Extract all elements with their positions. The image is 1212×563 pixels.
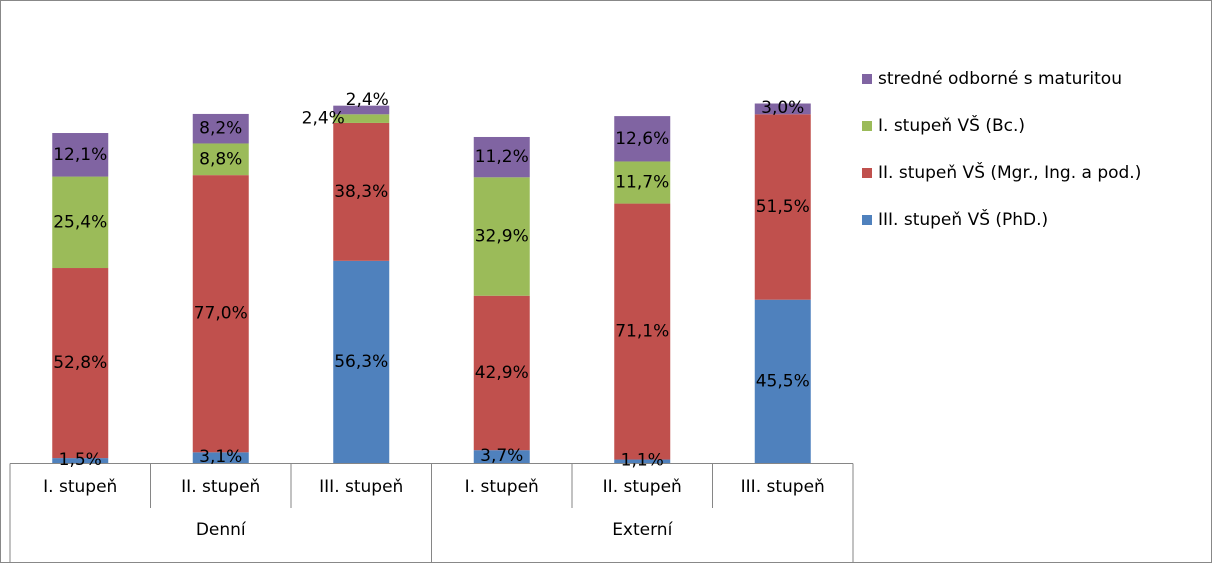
- data-label-stredne-odborne-s-maturitou-6: 3,0%: [761, 98, 804, 118]
- bar-i-stupen-vs-bc-1: [52, 176, 109, 269]
- bars-layer: [52, 103, 811, 464]
- bar-i-stupen-vs-bc-3: [333, 114, 390, 123]
- bar-iii-stupen-vs-phd-4: [473, 450, 530, 464]
- bar-iii-stupen-vs-phd-1: [52, 458, 109, 464]
- legend-label-ii-stupen-vs-mgr-ing-a-pod: II. stupeň VŠ (Mgr., Ing. a pod.): [878, 161, 1141, 183]
- data-label-ii-stupen-vs-mgr-ing-a-pod-4: 42,9%: [475, 363, 529, 383]
- bar-iii-stupen-vs-phd-3: [333, 260, 390, 464]
- bar-ii-stupen-vs-mgr-ing-a-pod-1: [52, 268, 109, 459]
- data-label-stredne-odborne-s-maturitou-3: 2,4%: [346, 90, 389, 110]
- data-label-ii-stupen-vs-mgr-ing-a-pod-2: 77,0%: [194, 304, 248, 324]
- category-label-5: II. stupeň: [603, 477, 682, 497]
- bar-iii-stupen-vs-phd-5: [614, 459, 671, 464]
- category-label-1: I. stupeň: [43, 477, 117, 497]
- category-label-4: I. stupeň: [465, 477, 539, 497]
- data-label-i-stupen-vs-bc-4: 32,9%: [475, 227, 529, 247]
- category-label-2: II. stupeň: [181, 477, 260, 497]
- data-label-ii-stupen-vs-mgr-ing-a-pod-5: 71,1%: [615, 322, 669, 342]
- bar-i-stupen-vs-bc-2: [192, 143, 249, 176]
- bar-ii-stupen-vs-mgr-ing-a-pod-3: [333, 122, 390, 261]
- bar-ii-stupen-vs-mgr-ing-a-pod-6: [754, 114, 811, 300]
- data-label-ii-stupen-vs-mgr-ing-a-pod-3: 38,3%: [334, 182, 388, 202]
- data-label-iii-stupen-vs-phd-1: 1,5%: [59, 450, 102, 470]
- legend-label-iii-stupen-vs-phd: III. stupeň VŠ (PhD.): [878, 208, 1048, 230]
- category-label-6: III. stupeň: [741, 477, 825, 497]
- data-labels-layer: 1,5% 52,8% 25,4% 12,1% 3,1% 77,0% 8,8% 8,2% 56,3…: [53, 90, 810, 471]
- data-label-stredne-odborne-s-maturitou-4: 11,2%: [475, 147, 529, 167]
- bar-stredne-odborne-s-maturitou-3: [333, 105, 390, 115]
- data-label-i-stupen-vs-bc-2: 8,8%: [199, 149, 242, 169]
- bar-stredne-odborne-s-maturitou-5: [614, 116, 671, 162]
- bar-ii-stupen-vs-mgr-ing-a-pod-4: [473, 295, 530, 451]
- bar-i-stupen-vs-bc-4: [473, 177, 530, 296]
- category-axis: I. stupeň II. stupeň III. stupeň I. stupeň I…: [9, 463, 854, 563]
- legend-swatch-stredne-odborne-s-maturitou: [862, 74, 872, 84]
- legend-label-i-stupen-vs-bc: I. stupeň VŠ (Bc.): [878, 114, 1025, 136]
- legend: stredné odborné s maturitou I. stupeň VŠ …: [862, 69, 1141, 230]
- bar-i-stupen-vs-bc-5: [614, 161, 671, 204]
- bar-stredne-odborne-s-maturitou-6: [754, 103, 811, 115]
- legend-label-stredne-odborne-s-maturitou: stredné odborné s maturitou: [878, 69, 1122, 89]
- bar-stredne-odborne-s-maturitou-2: [192, 113, 249, 144]
- data-label-i-stupen-vs-bc-1: 25,4%: [53, 212, 107, 232]
- data-label-stredne-odborne-s-maturitou-1: 12,1%: [53, 145, 107, 165]
- bar-ii-stupen-vs-mgr-ing-a-pod-5: [614, 203, 671, 460]
- data-label-i-stupen-vs-bc-5: 11,7%: [615, 173, 669, 193]
- bar-iii-stupen-vs-phd-2: [192, 452, 249, 464]
- legend-swatch-ii-stupen-vs-mgr-ing-a-pod: [862, 168, 872, 178]
- data-label-iii-stupen-vs-phd-6: 45,5%: [756, 372, 810, 392]
- data-label-iii-stupen-vs-phd-3: 56,3%: [334, 352, 388, 372]
- data-label-i-stupen-vs-bc-3: 2,4%: [302, 109, 345, 129]
- data-label-stredne-odborne-s-maturitou-2: 8,2%: [199, 119, 242, 139]
- group-label-externi: Externí: [612, 520, 673, 540]
- legend-swatch-i-stupen-vs-bc: [862, 121, 872, 131]
- data-label-ii-stupen-vs-mgr-ing-a-pod-1: 52,8%: [53, 353, 107, 373]
- data-label-ii-stupen-vs-mgr-ing-a-pod-6: 51,5%: [756, 197, 810, 217]
- bar-iii-stupen-vs-phd-6: [754, 299, 811, 464]
- data-label-iii-stupen-vs-phd-4: 3,7%: [480, 446, 523, 466]
- bar-stredne-odborne-s-maturitou-4: [473, 136, 530, 178]
- group-label-denni: Denní: [196, 520, 247, 540]
- data-label-iii-stupen-vs-phd-5: 1,1%: [621, 451, 664, 471]
- legend-swatch-iii-stupen-vs-phd: [862, 215, 872, 225]
- bar-ii-stupen-vs-mgr-ing-a-pod-2: [192, 175, 249, 453]
- category-label-3: III. stupeň: [319, 477, 403, 497]
- data-label-stredne-odborne-s-maturitou-5: 12,6%: [615, 129, 669, 149]
- bar-stredne-odborne-s-maturitou-1: [52, 133, 109, 177]
- data-label-iii-stupen-vs-phd-2: 3,1%: [199, 447, 242, 467]
